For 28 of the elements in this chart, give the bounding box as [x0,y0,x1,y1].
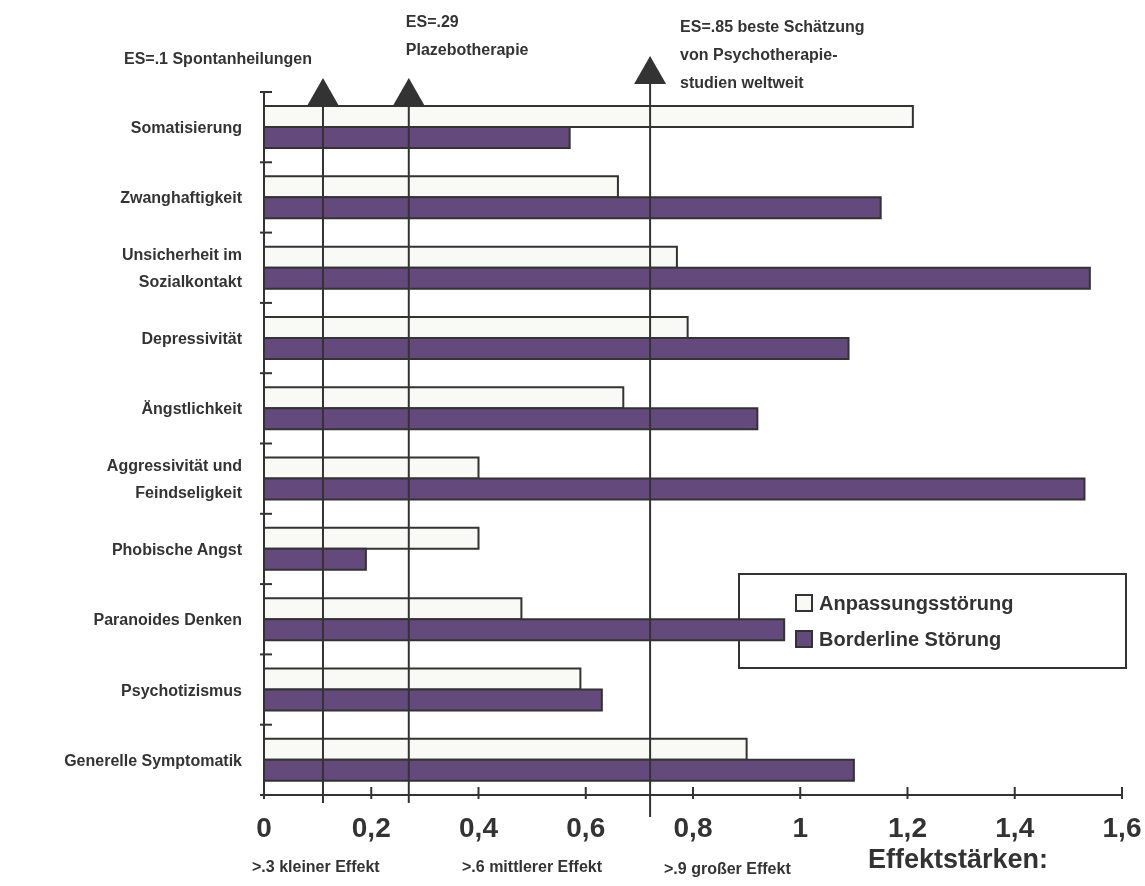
text: >.9 großer Effekt [664,860,791,878]
y-tick-label: Zwanghaftigkeit [120,189,243,207]
x-tick-label: 0,2 [351,812,391,843]
y-tick-label: Phobische Angst [111,540,243,558]
y-tick-label: Unsicherheit im Sozialkontakt [121,246,243,291]
text: >.6 mittlerer Effekt [462,858,603,876]
y-tick-label: Ängstlichkeit [141,400,243,418]
y-tick-label: Generelle Symptomatik [64,751,243,769]
x-tick-label: 1,2 [888,812,927,843]
y-tick-label: Aggressivität und Feindseligkeit [106,457,243,502]
ref-line-label: ES=.1 Spontanheilungen [123,50,312,67]
x-tick-label: 0,4 [459,812,499,843]
x-tick-label: 0,6 [566,812,606,843]
y-tick-label: Somatisierung [130,119,242,137]
x-tick-label: 1,6 [1102,812,1142,843]
legend-label: Borderline Störung [819,627,1002,651]
ref-line-label: ES=.85 beste Schätzung von Psychotherapie- studien weltweit [680,18,865,91]
legend-label: Anpassungsstörung [819,591,1014,615]
ref-line-label: ES=.29 Plazebotherapie [405,13,529,58]
x-tick-label: 0 [256,812,272,843]
y-tick-label: Psychotizismus [121,681,243,699]
y-tick-label: Paranoides Denken [93,611,242,629]
text: >.3 kleiner Effekt [252,858,380,876]
x-tick-label: 1 [792,812,809,843]
x-axis-title: Effektstärken: [868,844,1049,875]
y-tick-label: Depressivität [141,330,243,348]
x-tick-label: 0,8 [673,812,713,843]
x-tick-label: 1,4 [995,812,1035,843]
